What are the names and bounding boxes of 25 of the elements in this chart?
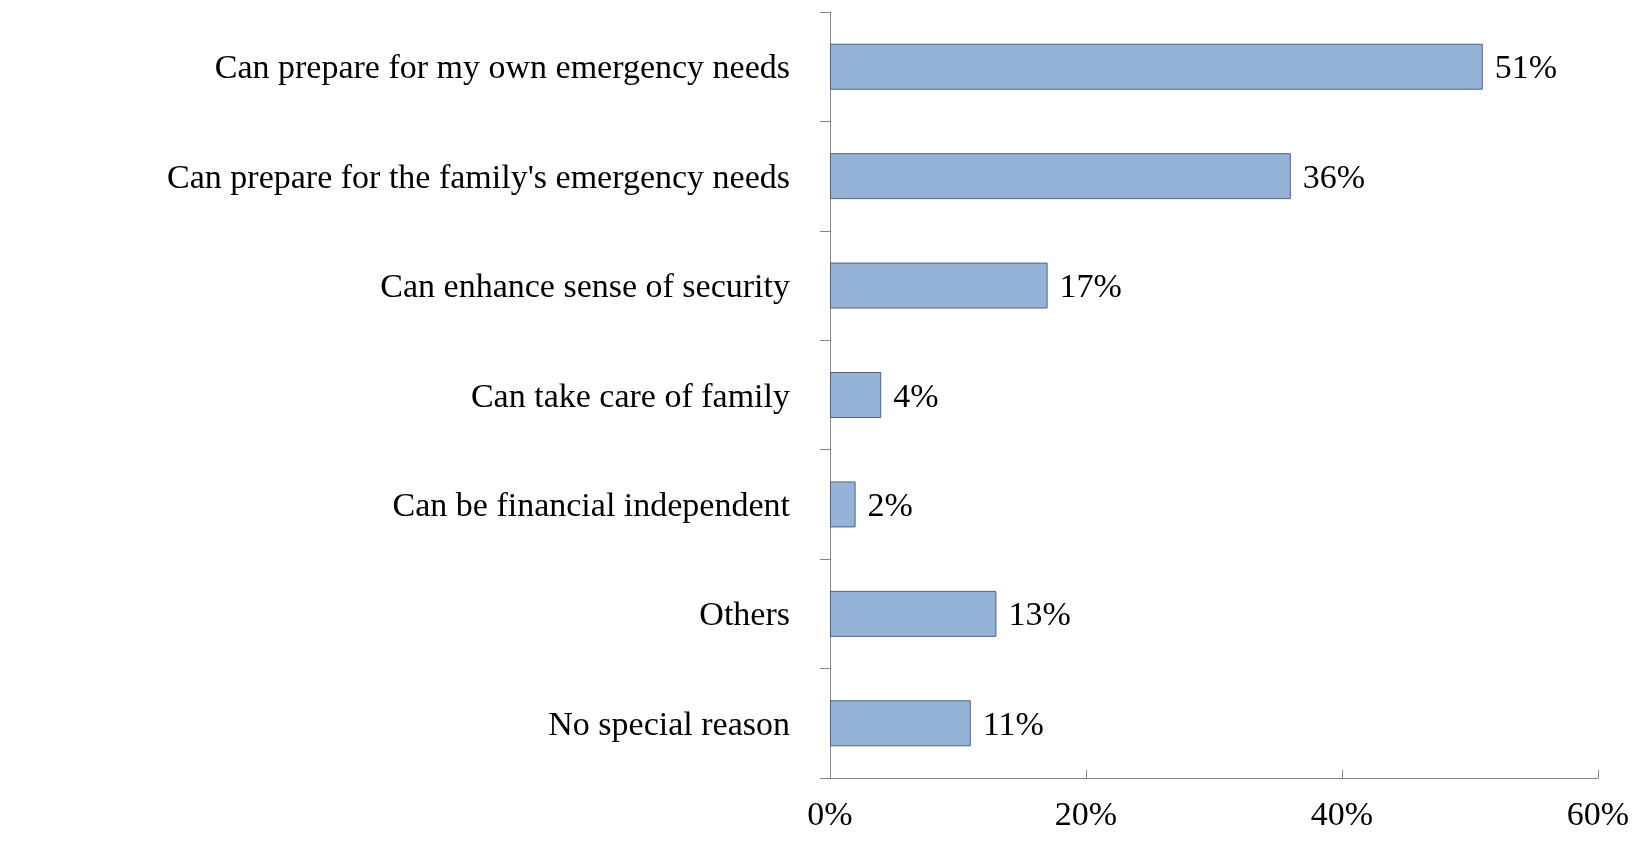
y-tick-label: Can take care of family	[470, 376, 790, 414]
data-label: 36%	[1302, 157, 1366, 195]
y-tick-label: Can enhance sense of security	[380, 267, 790, 305]
x-tick-label: 40%	[1310, 794, 1374, 832]
y-tick-label: Others	[699, 595, 790, 633]
bar	[830, 262, 1048, 309]
data-label: 13%	[1008, 595, 1071, 633]
y-tick-label: No special reason	[548, 704, 790, 742]
bar	[830, 43, 1483, 90]
x-tick-label: 0%	[807, 794, 853, 832]
data-label: 51%	[1494, 48, 1558, 86]
data-label: 17%	[1059, 267, 1122, 305]
data-label: 2%	[867, 485, 913, 523]
bar	[830, 590, 997, 637]
x-tick-label: 60%	[1566, 794, 1630, 832]
data-label: 11%	[982, 704, 1044, 742]
data-label: 4%	[893, 376, 939, 414]
bar	[830, 481, 856, 528]
bar	[830, 153, 1291, 200]
y-tick-label: Can be financial independent	[392, 485, 791, 523]
x-tick-label: 20%	[1054, 794, 1118, 832]
bar	[830, 372, 882, 418]
y-tick-label: Can prepare for my own emergency needs	[214, 48, 790, 86]
y-tick-label: Can prepare for the family's emergency needs	[167, 157, 790, 195]
bar	[830, 700, 971, 747]
